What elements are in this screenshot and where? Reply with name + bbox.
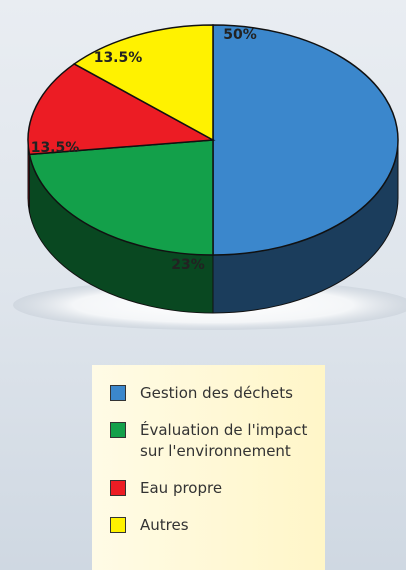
legend-item: Autres (110, 515, 325, 536)
legend-label: Eau propre (140, 479, 223, 497)
legend-item: Évaluation de l'impact sur l'environneme… (110, 420, 325, 462)
pie-slice (27, 63, 216, 156)
chart: 50% 23% 13.5% 13.5% (13, 24, 406, 330)
value-label: 13.5% (31, 140, 80, 156)
pie-slice (212, 24, 399, 256)
value-labels: 50% 23% 13.5% 13.5% (31, 27, 257, 273)
legend-item: Gestion des déchets (110, 383, 325, 404)
legend-swatch (110, 422, 126, 438)
value-label: 50% (223, 27, 257, 43)
legend-swatch (110, 517, 126, 533)
legend-swatch (110, 385, 126, 401)
legend-label: Autres (140, 516, 189, 534)
pie-tops (27, 24, 399, 256)
pie-slice (28, 139, 214, 256)
legend-item: Eau propre (110, 478, 325, 499)
legend-label: Évaluation de l'impact sur l'environneme… (140, 421, 308, 460)
legend-label: Gestion des déchets (140, 384, 293, 402)
value-label: 13.5% (94, 50, 143, 66)
legend: Gestion des déchets Évaluation de l'impac… (92, 365, 325, 570)
legend-swatch (110, 480, 126, 496)
value-label: 23% (171, 257, 205, 273)
pie-slice (72, 24, 214, 142)
